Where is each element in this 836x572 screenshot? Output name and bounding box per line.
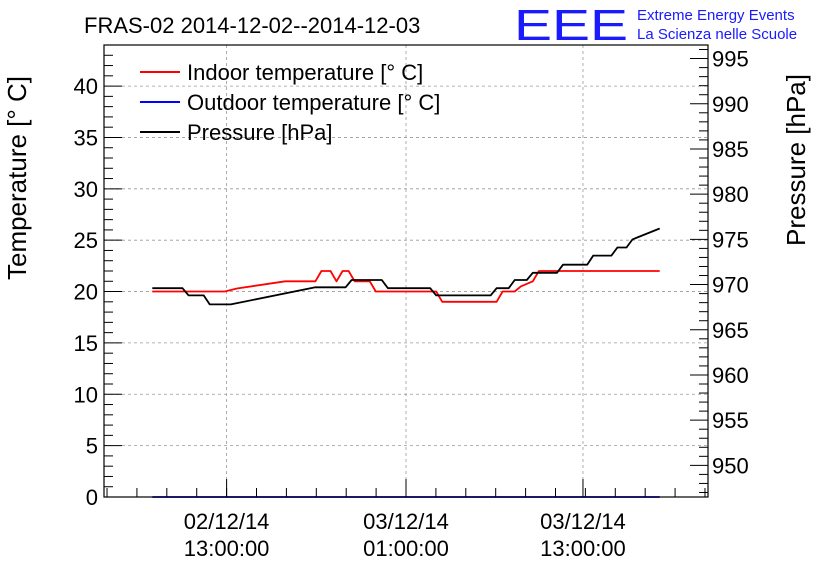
y-axis-label-right: Pressure [hPa] bbox=[781, 74, 811, 246]
x-tick-label-date: 02/12/14 bbox=[184, 509, 270, 534]
y-tick-label-left: 5 bbox=[86, 434, 98, 459]
y-tick-label-left: 35 bbox=[74, 125, 98, 150]
legend-label-2: Outdoor temperature [° C] bbox=[187, 90, 440, 115]
legend-label-3: Pressure [hPa] bbox=[187, 120, 333, 145]
y-tick-label-right: 950 bbox=[712, 453, 749, 478]
series-line-3 bbox=[152, 227, 661, 306]
y-tick-label-right: 955 bbox=[712, 408, 749, 433]
y-tick-label-right: 985 bbox=[712, 137, 749, 162]
y-tick-label-right: 965 bbox=[712, 318, 749, 343]
legend: Indoor temperature [° C] Outdoor temperat… bbox=[140, 60, 440, 145]
x-tick-label-time: 01:00:00 bbox=[363, 536, 449, 561]
x-tick-label-date: 03/12/14 bbox=[540, 509, 626, 534]
y-tick-label-left: 30 bbox=[74, 177, 98, 202]
logo-line-1: Extreme Energy Events bbox=[637, 7, 795, 24]
y-tick-label-right: 960 bbox=[712, 363, 749, 388]
y-tick-label-right: 975 bbox=[712, 227, 749, 252]
y-tick-label-left: 20 bbox=[74, 280, 98, 305]
y-tick-label-right: 980 bbox=[712, 182, 749, 207]
y-tick-label-right: 970 bbox=[712, 273, 749, 298]
y-tick-label-left: 25 bbox=[74, 228, 98, 253]
legend-label-1: Indoor temperature [° C] bbox=[187, 60, 423, 85]
series-line-1 bbox=[152, 270, 660, 303]
chart-title: FRAS-02 2014-12-02--2014-12-03 bbox=[84, 13, 420, 38]
logo-line-2: La Scienza nelle Scuole bbox=[637, 26, 797, 43]
y-tick-label-right: 990 bbox=[712, 92, 749, 117]
x-tick-label-time: 13:00:00 bbox=[540, 536, 626, 561]
ticks: 0 5 10 15 20 25 30 35 40 950 955 960 965 970 975 980 985… bbox=[74, 44, 749, 561]
y-axis-label-left: Temperature [° C] bbox=[2, 76, 32, 280]
x-tick-label-time: 13:00:00 bbox=[184, 536, 270, 561]
y-tick-label-right: 995 bbox=[712, 47, 749, 72]
y-tick-label-left: 10 bbox=[74, 382, 98, 407]
y-tick-label-left: 0 bbox=[86, 485, 98, 510]
y-tick-label-left: 15 bbox=[74, 331, 98, 356]
eee-logo: EEE bbox=[514, 1, 628, 50]
y-tick-label-left: 40 bbox=[74, 74, 98, 99]
x-tick-label-date: 03/12/14 bbox=[363, 509, 449, 534]
